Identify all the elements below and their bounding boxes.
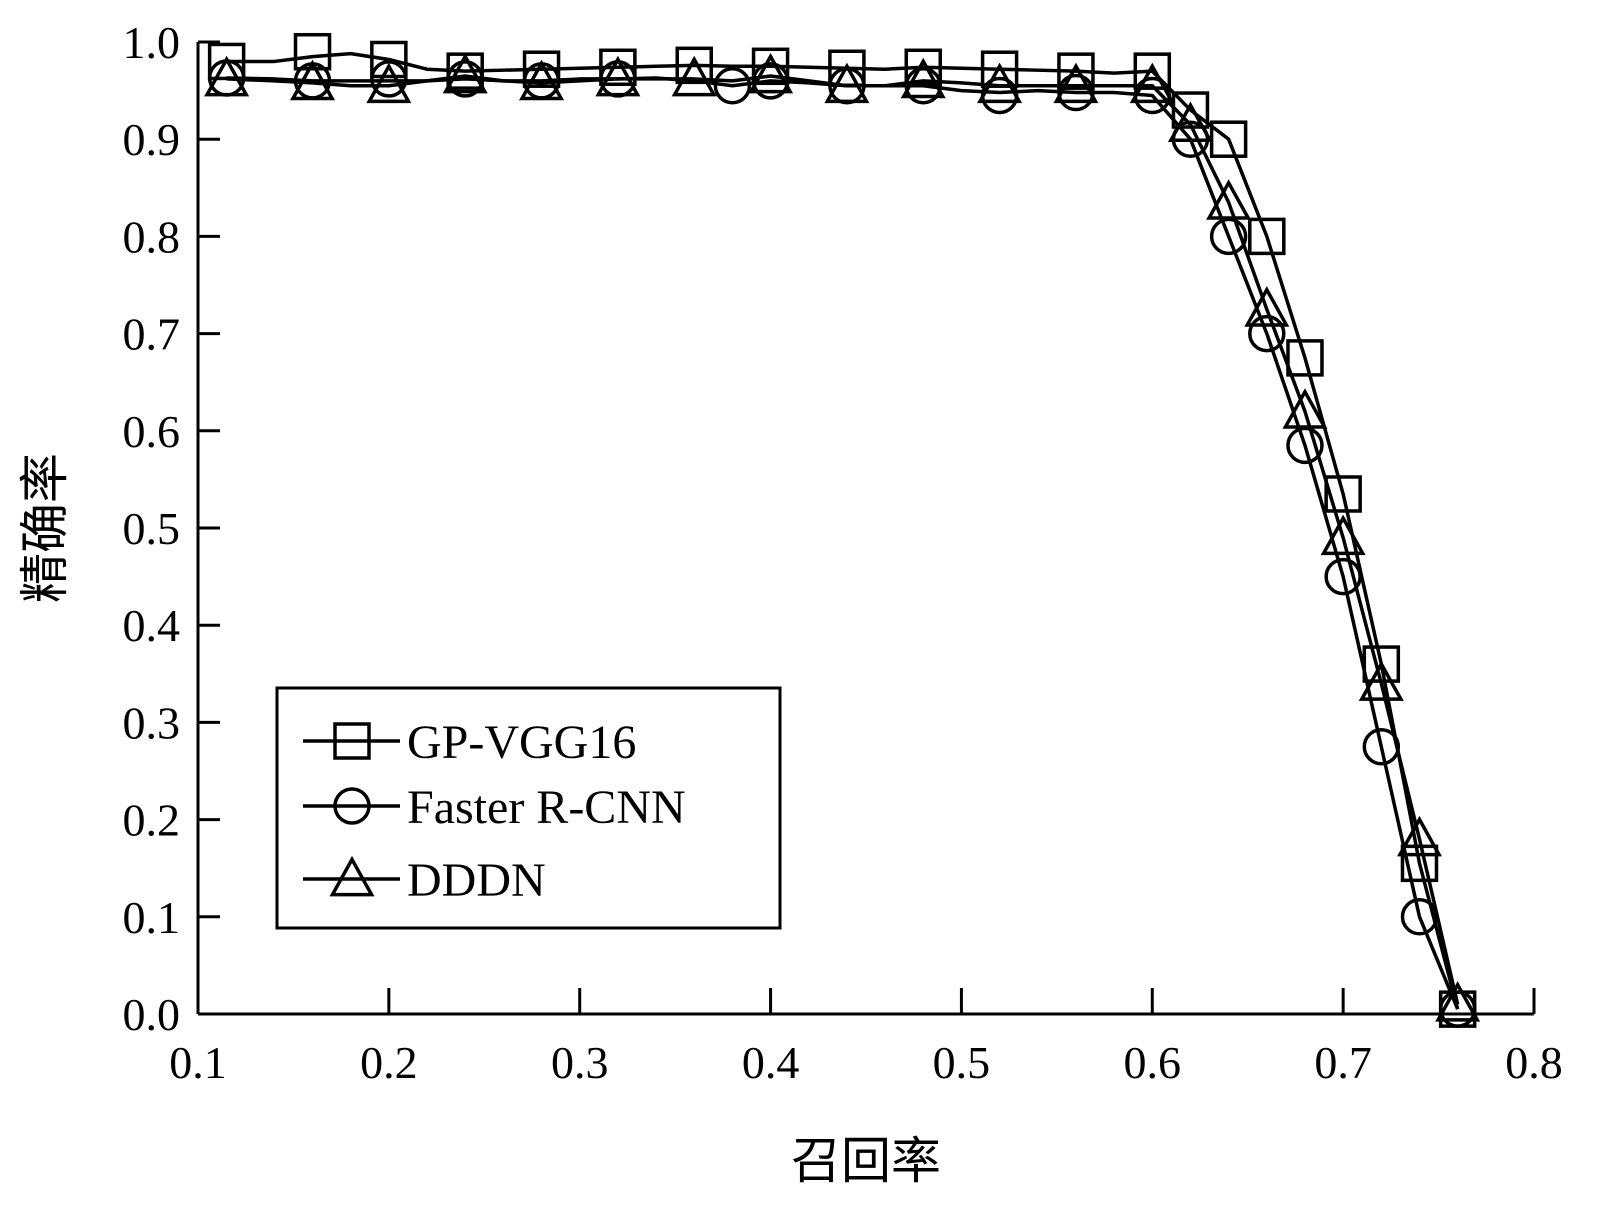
triangle-marker [748, 52, 794, 94]
triangle-marker [1358, 660, 1404, 701]
x-tick-label-0.7: 0.7 [1314, 1037, 1372, 1088]
series-layer [204, 32, 1481, 1028]
square-marker [1057, 52, 1095, 90]
x-tick-label-0.2: 0.2 [360, 1037, 418, 1088]
circle-marker [1248, 314, 1286, 353]
y-axis-title: 精确率 [17, 453, 73, 603]
y-tick-label-0.0: 0.0 [123, 989, 181, 1040]
y-tick-label-0.5: 0.5 [123, 503, 181, 554]
y-tick-label-0.6: 0.6 [123, 406, 181, 457]
triangle-marker [977, 62, 1023, 104]
y-tick-label-0.9: 0.9 [123, 114, 181, 165]
triangle-marker [519, 59, 565, 101]
triangle-marker [900, 57, 946, 99]
triangle-marker [671, 55, 717, 97]
x-axis-title: 召回率 [791, 1133, 941, 1189]
triangle-marker [824, 62, 870, 104]
x-tick-label-0.1: 0.1 [169, 1037, 227, 1088]
axes: 0.1 0.2 0.3 0.4 0.5 0.6 0.7 0.80.00.10.20.30.40… [123, 17, 1563, 1088]
triangle-marker [1206, 179, 1252, 220]
x-tick-label-0.5: 0.5 [933, 1037, 991, 1088]
triangle-marker [1320, 514, 1366, 556]
legend-box [275, 686, 782, 930]
square-marker [1286, 339, 1324, 377]
triangle-marker [366, 62, 412, 104]
triangle-marker [289, 59, 336, 101]
circle-marker [1057, 73, 1095, 112]
y-tick-label-0.3: 0.3 [123, 697, 181, 748]
triangle-marker [442, 52, 488, 94]
square-marker [370, 40, 408, 79]
triangle-marker [1244, 286, 1290, 327]
square-marker [293, 32, 332, 71]
triangle-marker [1129, 62, 1175, 104]
x-tick-label-0.8: 0.8 [1505, 1037, 1563, 1088]
square-marker [751, 47, 790, 86]
circle-marker [1324, 557, 1362, 596]
y-tick-label-0.2: 0.2 [123, 795, 181, 846]
legend-label: Faster R-CNN [407, 781, 686, 834]
square-marker [522, 50, 561, 88]
legend: GP-VGG16 Faster R-CNN DDDN [275, 686, 782, 930]
circle-marker [370, 60, 408, 98]
y-tick-label-0.7: 0.7 [123, 309, 181, 360]
y-tick-label-0.8: 0.8 [123, 211, 181, 262]
legend-label: DDDN [407, 854, 546, 907]
circle-marker [751, 62, 790, 100]
triangle-marker [595, 55, 641, 97]
triangle-marker [204, 55, 250, 97]
y-tick-label-0.1: 0.1 [123, 892, 181, 943]
triangle-marker [1053, 62, 1099, 104]
legend-circle-marker [333, 787, 371, 825]
circle-marker [713, 66, 752, 105]
series-dddn [204, 52, 1481, 1022]
legend-label: GP-VGG16 [407, 716, 636, 769]
square-marker [1324, 475, 1362, 513]
x-tick-label-0.4: 0.4 [742, 1037, 800, 1088]
legend-square-marker [333, 722, 371, 760]
triangle-marker [1396, 815, 1443, 857]
y-tick-label-1.0: 1.0 [123, 17, 181, 68]
triangle-marker [1435, 981, 1481, 1022]
triangle-marker [1167, 101, 1213, 143]
x-tick-label-0.6: 0.6 [1124, 1037, 1182, 1088]
legend-triangle-marker [329, 855, 375, 897]
square-marker [1209, 120, 1248, 158]
square-marker [599, 48, 637, 87]
square-marker [1248, 217, 1286, 256]
x-tick-label-0.3: 0.3 [551, 1037, 609, 1088]
y-tick-label-0.4: 0.4 [123, 600, 181, 651]
circle-marker [904, 66, 943, 105]
series-line [226, 74, 1460, 1005]
circle-marker [1438, 990, 1477, 1028]
triangle-marker [1282, 388, 1328, 429]
